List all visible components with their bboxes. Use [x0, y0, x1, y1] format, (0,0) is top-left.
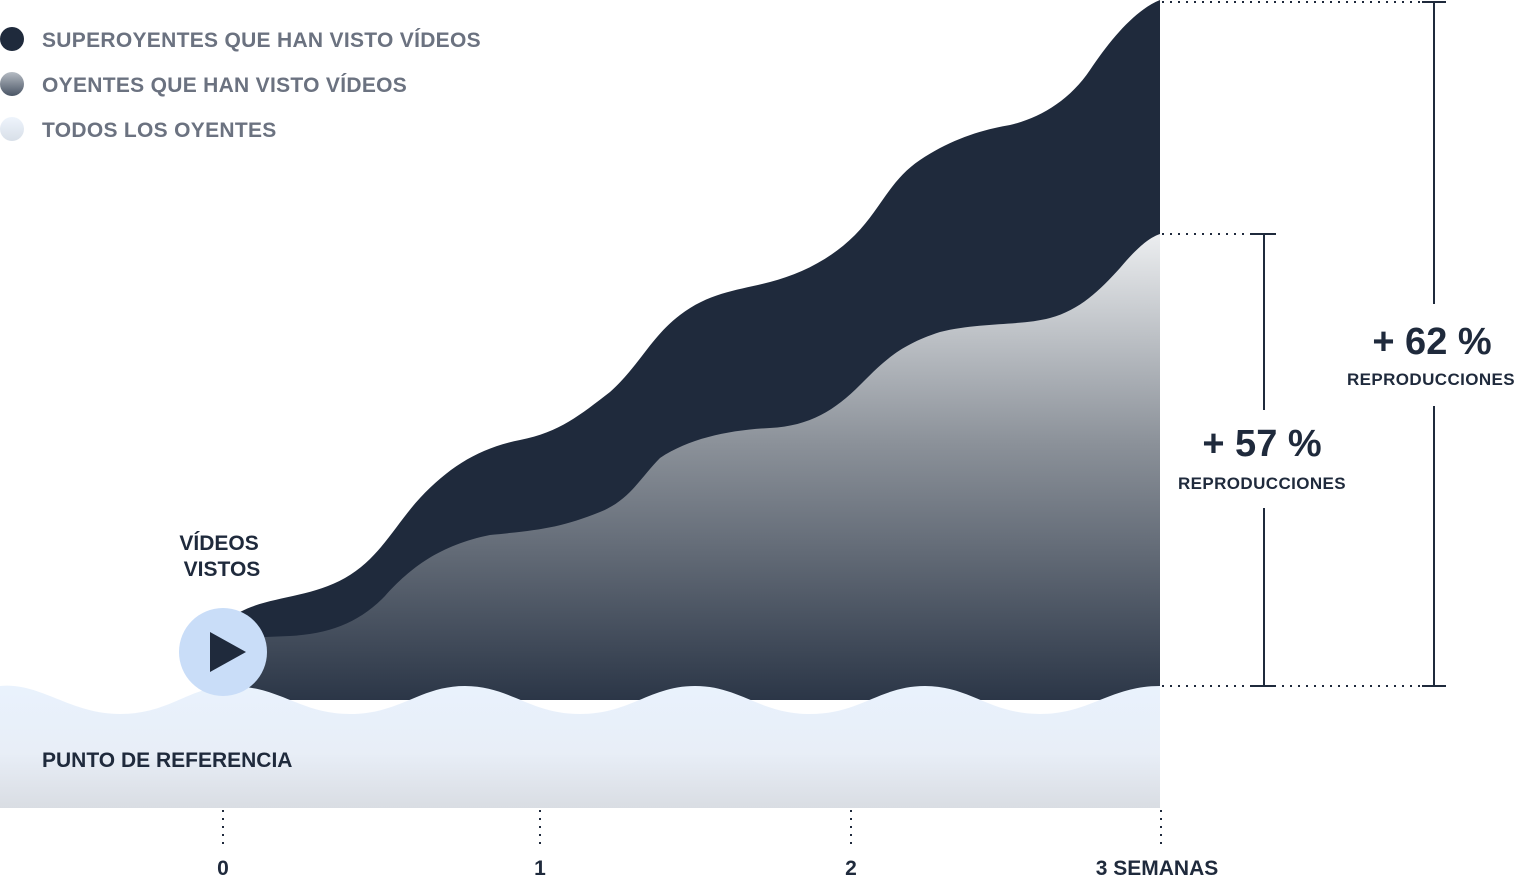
baseline-label: PUNTO DE REFERENCIA	[42, 749, 292, 772]
bracket-fans	[1252, 233, 1276, 687]
play-triangle-icon	[210, 632, 246, 672]
gain-superfans-label: REPRODUCCIONES	[1347, 370, 1515, 389]
reference-lines	[1162, 1, 1440, 687]
video-marker-label: VÍDEOS VISTOS	[179, 532, 264, 581]
legend-swatch-superfans	[0, 27, 24, 51]
x-tick-label: 2	[845, 857, 857, 880]
area-fans	[240, 234, 1160, 700]
area-all-listeners	[0, 685, 1160, 808]
x-tick-label: 1	[534, 857, 546, 880]
gain-fans-value: + 57 %	[1202, 423, 1321, 465]
gain-fans-label: REPRODUCCIONES	[1178, 474, 1346, 493]
legend-swatch-all	[0, 117, 24, 141]
bracket-superfans	[1422, 1, 1446, 687]
video-marker-line-1: VÍDEOS	[179, 532, 258, 555]
legend-swatch-fans	[0, 72, 24, 96]
legend-label-fans: OYENTES QUE HAN VISTO VÍDEOS	[42, 74, 407, 97]
x-axis: 0 1 2 3 SEMANAS	[217, 810, 1218, 880]
x-tick-label: 0	[217, 857, 229, 880]
gain-superfans-value: + 62 %	[1372, 321, 1491, 363]
x-tick-label: 3 SEMANAS	[1096, 857, 1219, 880]
video-marker-line-2: VISTOS	[184, 558, 261, 581]
legend-label-superfans: SUPEROYENTES QUE HAN VISTO VÍDEOS	[42, 29, 481, 52]
legend-label-all: TODOS LOS OYENTES	[42, 119, 277, 142]
